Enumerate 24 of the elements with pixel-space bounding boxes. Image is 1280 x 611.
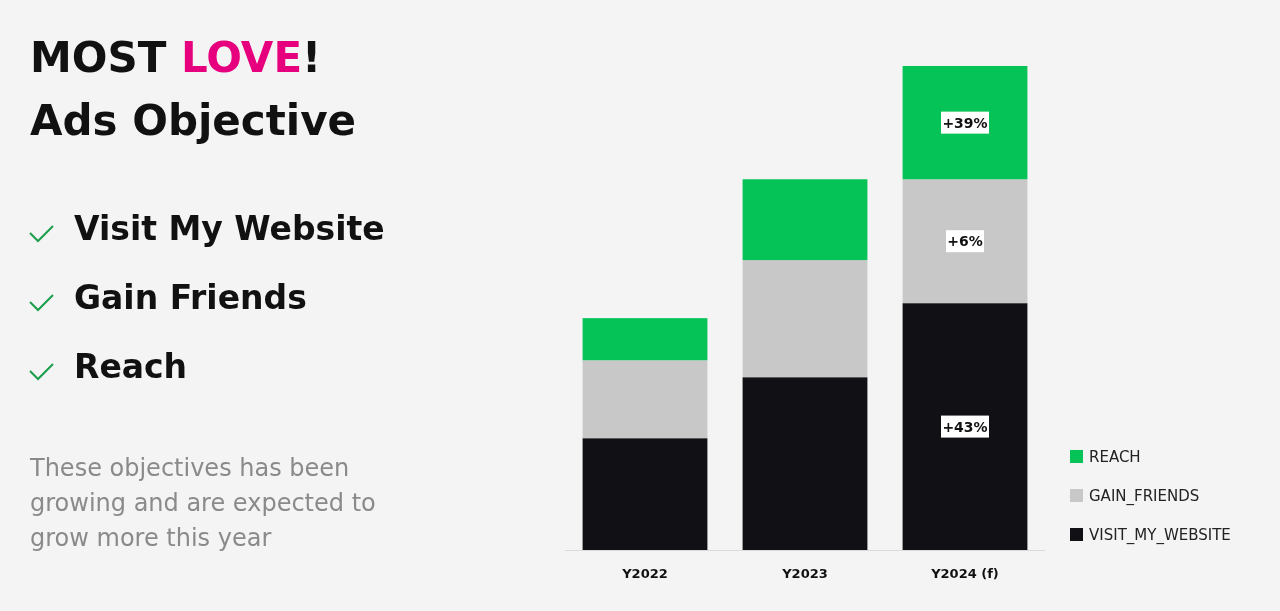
bar <box>742 260 868 378</box>
bar <box>902 179 1028 304</box>
bar <box>582 360 708 439</box>
legend-label: GAIN_FRIENDS <box>1089 487 1200 506</box>
text: These objectives has been growing and are expected to grow more this year <box>29 454 376 552</box>
bar <box>902 66 1028 180</box>
x-tick-label: Y2022 <box>621 566 668 581</box>
annotation: +43% <box>942 418 988 435</box>
bar <box>582 318 708 361</box>
annotation: +6% <box>947 233 983 250</box>
bar <box>902 303 1028 550</box>
legend-label: VISIT_MY_WEBSITE <box>1089 526 1231 545</box>
bar <box>742 377 868 550</box>
bar <box>582 438 708 550</box>
text: Ads Objective <box>30 96 357 145</box>
bar <box>742 179 868 261</box>
x-tick-label: Y2024 (f) <box>930 566 999 581</box>
text: Gain Friends <box>74 278 307 317</box>
text: Visit My Website <box>74 209 385 248</box>
text: MOST LOVE! <box>30 33 322 82</box>
text: Reach <box>74 347 188 386</box>
x-tick-label: Y2023 <box>781 566 828 581</box>
legend-label: REACH <box>1089 448 1141 466</box>
annotation: +39% <box>942 114 988 131</box>
